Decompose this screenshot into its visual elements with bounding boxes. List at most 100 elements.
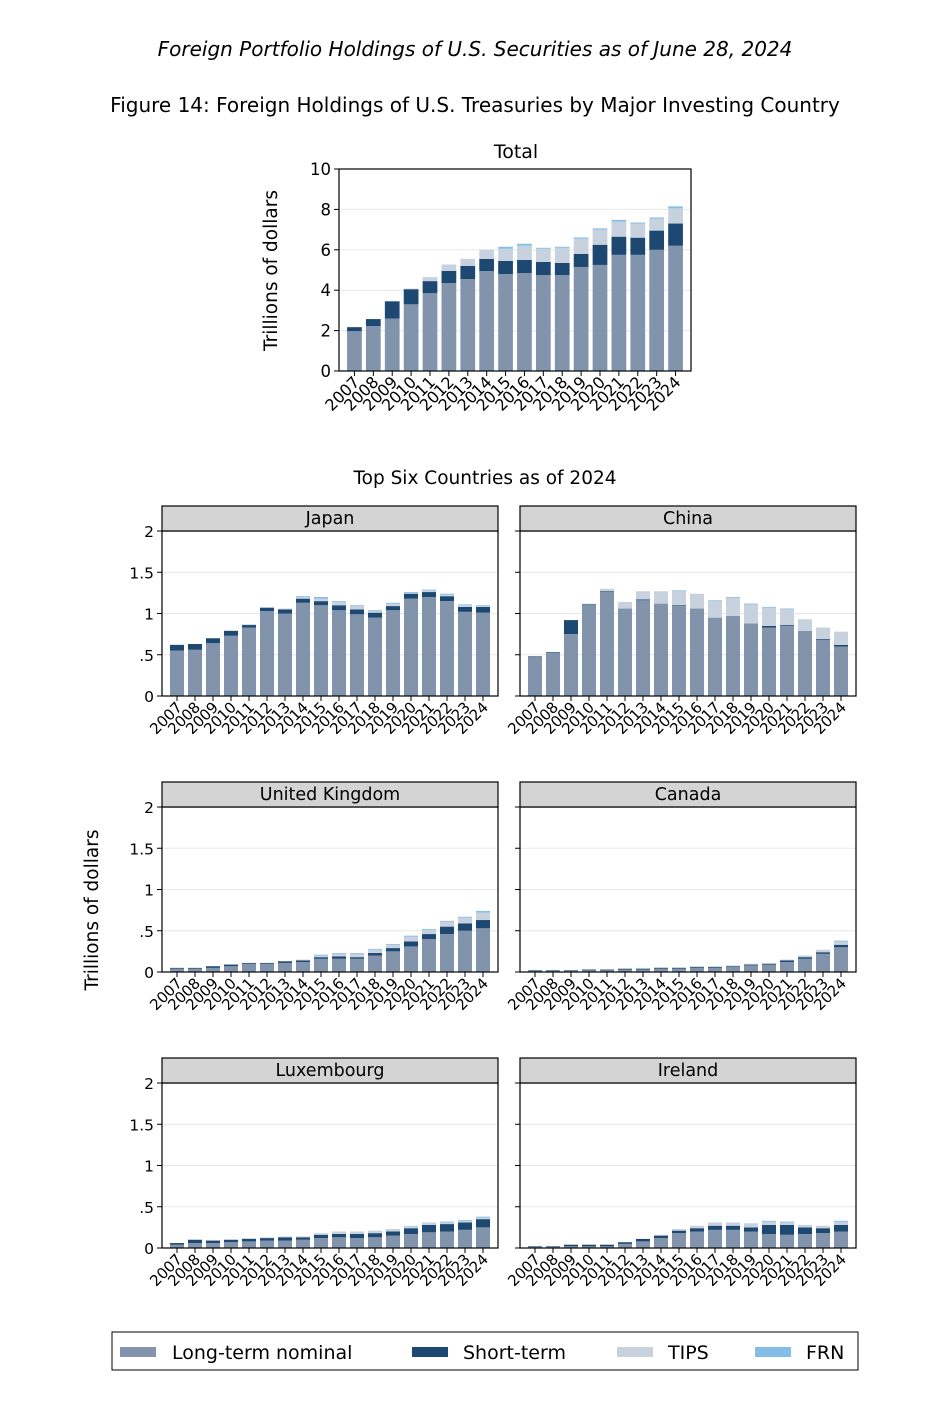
bar-japan-2008-short_term [187, 644, 203, 650]
bar-total-2020-frn [592, 228, 608, 230]
bar-japan-2023-tips [457, 605, 473, 607]
bar-canada-2012-long_term_nominal [617, 969, 633, 972]
bar-japan-2016-tips [331, 601, 347, 606]
bar-japan-2008-long_term_nominal [187, 649, 203, 696]
panel-title-strip [161, 1057, 499, 1084]
bar-uk-2024-short_term [475, 920, 491, 929]
bar-uk-2015-long_term_nominal [313, 958, 329, 972]
bar-china-2019-frn [743, 603, 759, 605]
bar-uk-2017-long_term_nominal [349, 958, 365, 972]
bar-canada-2023-tips [815, 949, 831, 953]
bar-japan-2014-frn [295, 596, 311, 597]
bar-uk-2014-short_term [295, 960, 311, 963]
panel-canada: 2007200820092010201120122013201420152016… [504, 781, 857, 1014]
bar-luxembourg-2009-long_term_nominal [205, 1243, 221, 1248]
bar-china-2013-long_term_nominal [635, 600, 651, 696]
bar-ireland-2008-short_term [545, 1246, 561, 1248]
bar-canada-2023-short_term [815, 952, 831, 954]
bar-total-2018-short_term [554, 262, 570, 276]
bar-luxembourg-2024-tips [475, 1217, 491, 1220]
bar-japan-2015-long_term_nominal [313, 605, 329, 696]
bar-ireland-2021-frn [779, 1221, 795, 1223]
panel-title: China [663, 509, 713, 529]
bar-total-2013-short_term [460, 265, 476, 280]
bar-china-2021-long_term_nominal [779, 625, 795, 696]
bar-luxembourg-2017-short_term [349, 1233, 365, 1239]
bar-luxembourg-2013-short_term [277, 1237, 293, 1241]
panel-total: 0246810200720082009201020112012201320142… [261, 141, 692, 415]
bar-ireland-2024-frn [833, 1220, 849, 1222]
legend-swatch-frn [755, 1347, 791, 1357]
bar-canada-2021-long_term_nominal [779, 962, 795, 972]
bar-china-2023-long_term_nominal [815, 639, 831, 696]
bar-japan-2019-frn [385, 602, 401, 604]
bar-china-2011-tips [599, 588, 615, 592]
bar-total-2023-tips [649, 218, 665, 231]
bar-luxembourg-2007-short_term [169, 1243, 185, 1245]
bar-japan-2023-short_term [457, 606, 473, 612]
panel-title: Japan [305, 509, 355, 529]
bar-total-2015-tips [498, 248, 513, 261]
bar-japan-2019-tips [385, 603, 401, 607]
bar-uk-2021-frn [421, 929, 437, 930]
bar-japan-2010-long_term_nominal [223, 635, 239, 696]
bar-total-2018-tips [554, 247, 570, 263]
bar-ireland-2015-short_term [671, 1230, 687, 1234]
bar-china-2021-tips [779, 609, 795, 626]
bar-total-2020-long_term_nominal [592, 264, 608, 371]
bar-japan-2011-tips [241, 624, 257, 626]
bar-ireland-2020-long_term_nominal [761, 1233, 777, 1248]
y-tick-label: 2 [144, 799, 154, 817]
bar-total-2022-tips [630, 223, 646, 238]
bar-ireland-2017-long_term_nominal [707, 1229, 723, 1248]
bar-total-2023-short_term [649, 230, 665, 250]
bar-china-2016-tips [689, 593, 705, 609]
bar-total-2024-long_term_nominal [668, 245, 683, 371]
bar-total-2016-tips [517, 245, 532, 260]
bar-luxembourg-2020-tips [403, 1225, 419, 1229]
bar-japan-2023-long_term_nominal [457, 611, 473, 696]
bar-total-2019-tips [573, 238, 589, 254]
bar-luxembourg-2015-short_term [313, 1234, 329, 1239]
bar-china-2018-tips [725, 597, 741, 616]
bar-canada-2015-long_term_nominal [671, 968, 687, 972]
bar-japan-2022-frn [439, 593, 455, 595]
bar-ireland-2019-short_term [743, 1227, 759, 1232]
bar-canada-2020-tips [761, 962, 777, 964]
bar-total-2013-tips [460, 258, 476, 266]
bar-luxembourg-2011-tips [241, 1238, 257, 1239]
bar-china-2024-short_term [833, 644, 849, 647]
bar-uk-2012-short_term [259, 962, 275, 964]
bar-china-2010-long_term_nominal [581, 605, 597, 696]
bar-total-2013-long_term_nominal [460, 279, 476, 371]
bar-luxembourg-2019-tips [385, 1229, 401, 1232]
y-tick-label: 0 [321, 362, 332, 381]
bar-ireland-2012-short_term [617, 1242, 633, 1244]
bar-china-2021-frn [779, 608, 795, 610]
panel-ireland: 2007200820092010201120122013201420152016… [504, 1057, 857, 1290]
panel-title: Total [493, 141, 538, 163]
bar-total-2021-long_term_nominal [611, 254, 627, 371]
y-tick-label: 0 [144, 688, 154, 706]
bar-uk-2015-short_term [313, 957, 329, 959]
y-tick-label: 0 [144, 964, 154, 982]
bar-canada-2011-long_term_nominal [599, 970, 615, 972]
bar-uk-2009-short_term [205, 966, 221, 968]
bar-uk-2023-tips [457, 917, 473, 924]
bar-ireland-2015-long_term_nominal [671, 1233, 687, 1248]
bar-china-2014-long_term_nominal [653, 603, 669, 696]
bar-japan-2015-tips [313, 598, 329, 602]
bar-ireland-2020-frn [761, 1220, 777, 1222]
bar-uk-2010-long_term_nominal [223, 966, 239, 972]
bar-canada-2018-tips [725, 965, 741, 967]
bar-luxembourg-2018-tips [367, 1230, 383, 1234]
bar-china-2024-tips [833, 631, 849, 645]
y-tick-label: 2 [144, 523, 154, 541]
bar-ireland-2017-tips [707, 1222, 723, 1226]
bar-uk-2008-short_term [187, 967, 203, 969]
bar-japan-2013-tips [277, 608, 293, 610]
y-tick-label: .5 [139, 647, 154, 665]
bar-uk-2020-frn [403, 935, 419, 937]
bar-china-2020-short_term [761, 625, 777, 628]
bar-total-2017-long_term_nominal [535, 275, 551, 371]
